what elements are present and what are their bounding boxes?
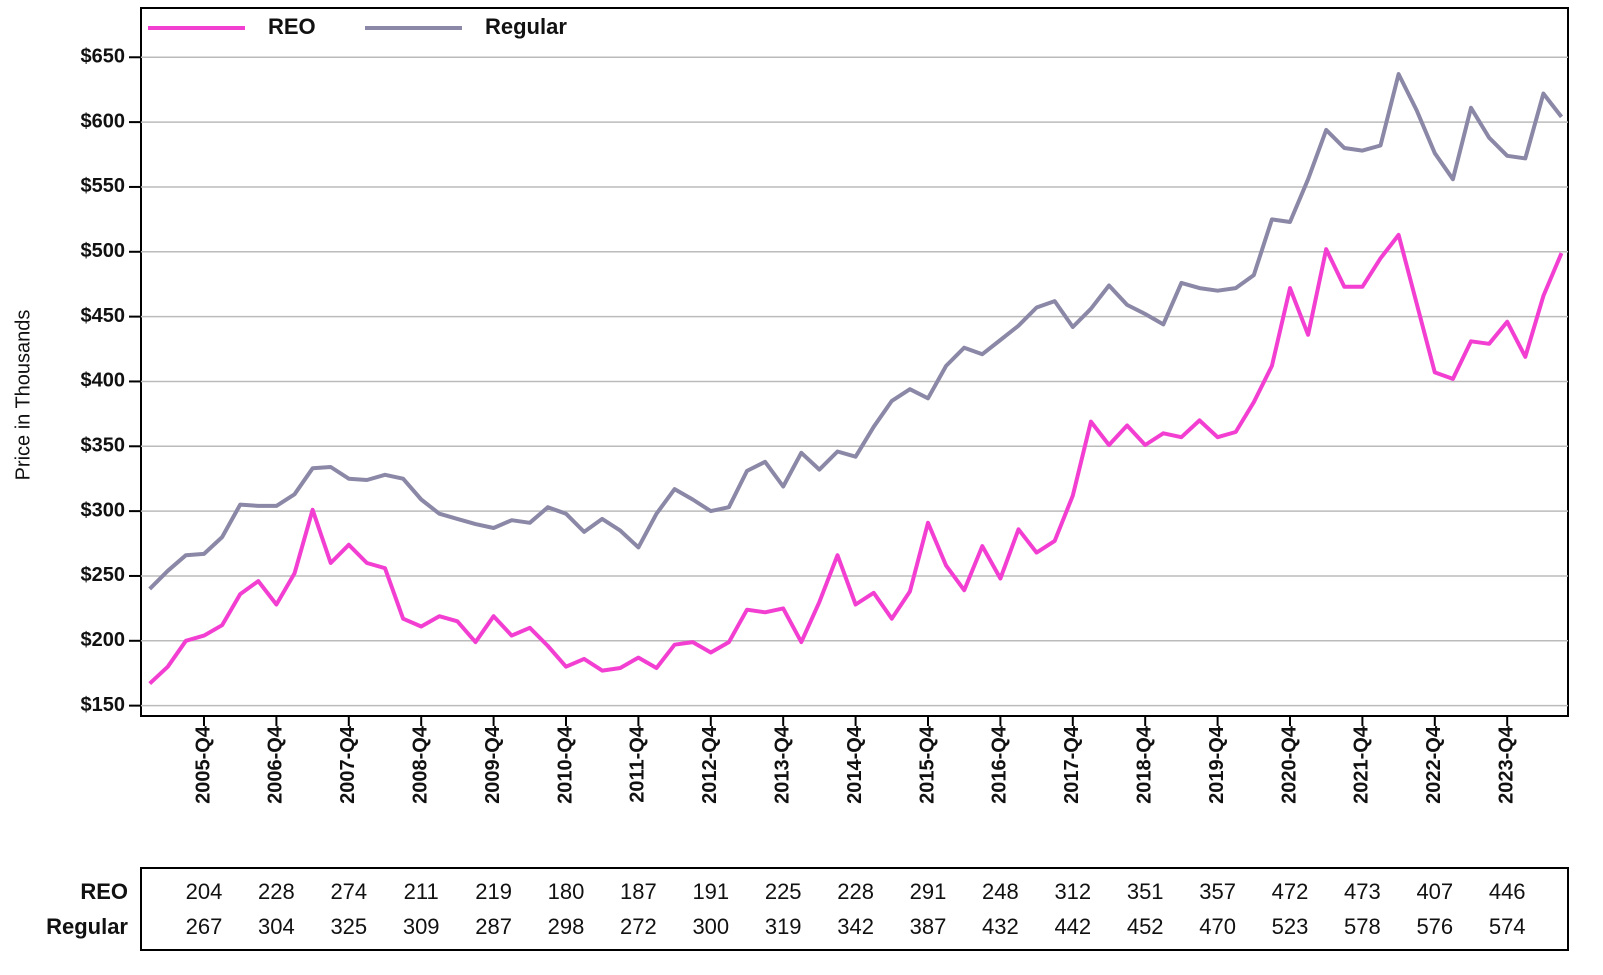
x-tick-label: 2021-Q4: [1351, 725, 1373, 804]
plot-frame: [140, 7, 1569, 717]
table-cell: 342: [837, 914, 874, 939]
x-tick-label: 2018-Q4: [1133, 725, 1155, 804]
table-cell: 325: [330, 914, 367, 939]
y-tick-label: $150: [81, 694, 126, 716]
table-cell: 574: [1489, 914, 1526, 939]
table-cell: 312: [1054, 879, 1091, 904]
table-frame: [140, 867, 1569, 951]
x-tick-label: 2005-Q4: [192, 725, 214, 804]
table-cell: 228: [258, 879, 295, 904]
table-cell: 272: [620, 914, 657, 939]
table-cell: 180: [548, 879, 585, 904]
y-tick-label: $200: [81, 629, 126, 651]
x-tick-label: 2011-Q4: [627, 725, 649, 803]
table-cell: 267: [186, 914, 223, 939]
x-tick-label: 2023-Q4: [1495, 725, 1517, 804]
x-tick-label: 2015-Q4: [916, 725, 938, 804]
table-cell: 191: [692, 879, 729, 904]
table-cell: 309: [403, 914, 440, 939]
table-cell: 576: [1416, 914, 1453, 939]
table-cell: 319: [765, 914, 802, 939]
table-cell: 387: [910, 914, 947, 939]
table-row-label: REO: [80, 879, 128, 904]
legend-label: REO: [268, 14, 316, 39]
table-cell: 304: [258, 914, 295, 939]
y-tick-label: $500: [81, 240, 126, 262]
x-tick-label: 2019-Q4: [1206, 725, 1228, 804]
table-cell: 446: [1489, 879, 1526, 904]
x-tick-label: 2020-Q4: [1278, 725, 1300, 804]
table-cell: 351: [1127, 879, 1164, 904]
table-cell: 452: [1127, 914, 1164, 939]
table-cell: 211: [404, 879, 439, 904]
x-tick-label: 2007-Q4: [337, 725, 359, 804]
x-tick-label: 2010-Q4: [554, 725, 576, 804]
table-cell: 228: [837, 879, 874, 904]
table-cell: 291: [910, 879, 947, 904]
table-cell: 274: [330, 879, 367, 904]
series-line: [148, 232, 1564, 686]
table-cell: 473: [1344, 879, 1381, 904]
x-tick-label: 2006-Q4: [265, 725, 287, 804]
table-cell: 300: [692, 914, 729, 939]
y-axis-title: Price in Thousands: [12, 310, 34, 481]
x-tick-label: 2012-Q4: [699, 725, 721, 804]
x-tick-label: 2017-Q4: [1061, 725, 1083, 804]
x-tick-label: 2022-Q4: [1423, 725, 1445, 804]
y-tick-label: $350: [81, 435, 126, 457]
table-cell: 204: [186, 879, 223, 904]
table-cell: 578: [1344, 914, 1381, 939]
x-tick-label: 2014-Q4: [844, 725, 866, 804]
table-cell: 432: [982, 914, 1019, 939]
table-cell: 407: [1416, 879, 1453, 904]
table-cell: 357: [1199, 879, 1236, 904]
y-tick-label: $650: [81, 46, 126, 68]
table-row-label: Regular: [46, 914, 128, 939]
series-line: [148, 72, 1564, 591]
legend-label: Regular: [485, 14, 567, 39]
table-cell: 472: [1272, 879, 1309, 904]
x-tick-label: 2016-Q4: [989, 725, 1011, 804]
table-cell: 248: [982, 879, 1019, 904]
table-cell: 225: [765, 879, 802, 904]
y-tick-label: $300: [81, 499, 126, 521]
y-tick-label: $550: [81, 175, 126, 197]
x-tick-label: 2008-Q4: [409, 725, 431, 804]
table-cell: 470: [1199, 914, 1236, 939]
table-cell: 219: [475, 879, 512, 904]
table-cell: 287: [475, 914, 512, 939]
y-tick-label: $600: [81, 110, 126, 132]
table-cell: 298: [548, 914, 585, 939]
y-tick-label: $250: [81, 564, 126, 586]
y-tick-label: $450: [81, 305, 126, 327]
table-cell: 187: [620, 879, 657, 904]
table-cell: 442: [1054, 914, 1091, 939]
x-tick-label: 2009-Q4: [482, 725, 504, 804]
table-cell: 523: [1272, 914, 1309, 939]
y-tick-label: $400: [81, 370, 126, 392]
x-tick-label: 2013-Q4: [771, 725, 793, 804]
